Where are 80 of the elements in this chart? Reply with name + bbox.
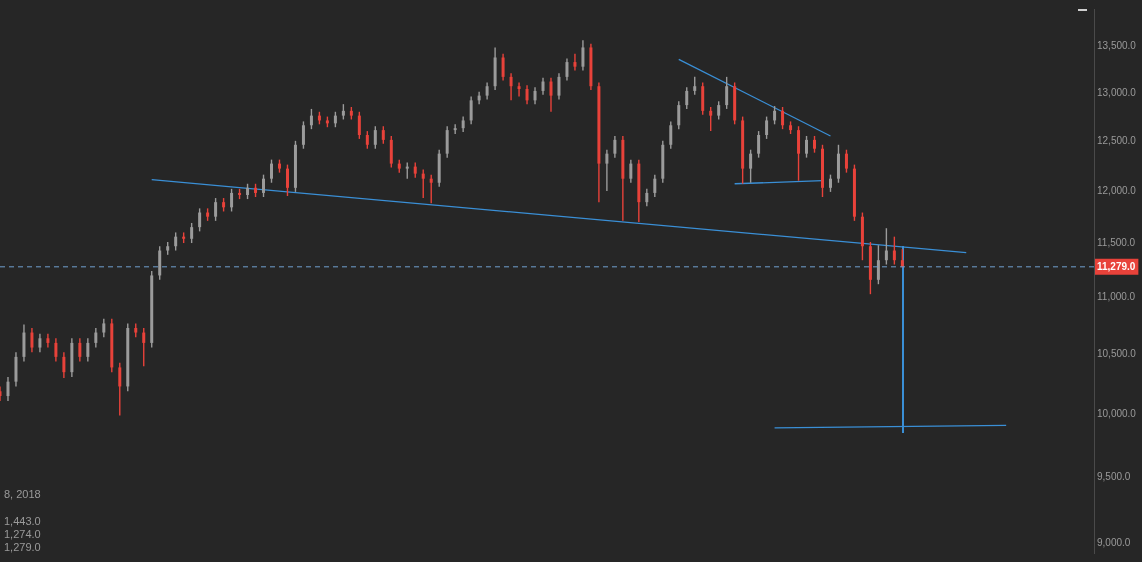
candlestick bbox=[262, 173, 266, 198]
candlestick bbox=[453, 123, 457, 135]
candlestick bbox=[813, 135, 817, 154]
candlestick bbox=[94, 327, 98, 349]
candlestick bbox=[725, 76, 729, 110]
y-tick-label: 13,000.0 bbox=[1097, 86, 1137, 98]
candlestick bbox=[198, 207, 202, 233]
annotation: 8, 2018 bbox=[4, 488, 41, 501]
candlestick bbox=[892, 235, 896, 266]
y-tick-label: 11,500.0 bbox=[1097, 236, 1136, 248]
candlestick bbox=[62, 351, 66, 379]
candlestick bbox=[86, 337, 90, 363]
y-tick-label: 10,000.0 bbox=[1097, 408, 1137, 420]
candlestick bbox=[118, 362, 122, 417]
candlestick bbox=[709, 106, 713, 132]
candlestick bbox=[884, 227, 888, 266]
annotation: 1,274.0 bbox=[4, 528, 41, 541]
candlestick bbox=[30, 327, 34, 353]
candlestick bbox=[389, 135, 393, 169]
y-tick-label: 11,000.0 bbox=[1097, 291, 1136, 303]
candlestick bbox=[285, 163, 289, 197]
candlestick bbox=[581, 39, 585, 72]
candlestick bbox=[277, 158, 281, 174]
candlestick bbox=[309, 108, 313, 130]
candlestick bbox=[773, 105, 777, 125]
y-tick-label: 9,000.0 bbox=[1097, 537, 1131, 549]
candlestick bbox=[421, 168, 425, 199]
y-tick-label: 9,500.0 bbox=[1097, 470, 1131, 482]
candlestick bbox=[357, 111, 361, 140]
candlestick bbox=[757, 130, 761, 159]
candlestick bbox=[501, 53, 505, 82]
annotation: 1,443.0 bbox=[4, 515, 41, 528]
candlestick bbox=[445, 125, 449, 159]
candlestick bbox=[270, 158, 273, 184]
candlestick bbox=[46, 332, 50, 349]
candlestick bbox=[557, 72, 561, 101]
candlestick bbox=[214, 197, 218, 222]
candlestick bbox=[301, 120, 305, 150]
candlestick bbox=[525, 84, 529, 105]
y-tick-label: 12,500.0 bbox=[1097, 134, 1137, 146]
candlestick bbox=[573, 53, 577, 72]
y-tick-label: 10,500.0 bbox=[1097, 348, 1137, 360]
candlestick bbox=[0, 385, 2, 402]
candlestick bbox=[373, 125, 377, 150]
candlestick bbox=[78, 337, 82, 363]
candlestick bbox=[677, 100, 681, 130]
candlestick bbox=[685, 86, 689, 110]
candlestick bbox=[102, 318, 106, 338]
candlestick bbox=[230, 188, 234, 213]
ref-line-label: 11,279.0 bbox=[1097, 260, 1136, 272]
candlestick bbox=[828, 173, 832, 193]
candlestick bbox=[717, 100, 721, 121]
candlestick bbox=[54, 337, 58, 363]
candlestick bbox=[629, 158, 633, 184]
candlestick bbox=[190, 222, 194, 244]
y-tick-label: 12,000.0 bbox=[1097, 184, 1137, 196]
candlestick bbox=[469, 95, 473, 125]
candlestick bbox=[876, 244, 880, 285]
candlestick bbox=[38, 332, 42, 353]
candlestick bbox=[781, 106, 785, 130]
candlestick bbox=[653, 173, 657, 198]
candlestick bbox=[174, 231, 178, 252]
candlestick bbox=[765, 115, 769, 140]
candlestick bbox=[605, 149, 609, 192]
candlestick bbox=[429, 173, 433, 204]
candlestick bbox=[142, 327, 146, 367]
candlestick bbox=[549, 77, 553, 113]
y-tick-label: 13,500.0 bbox=[1097, 40, 1137, 52]
candlestick bbox=[6, 376, 10, 402]
candlestick bbox=[844, 149, 848, 174]
candlestick bbox=[517, 81, 521, 98]
candlestick bbox=[805, 135, 809, 159]
candlestick bbox=[565, 57, 569, 82]
candlestick bbox=[749, 149, 753, 184]
candlestick bbox=[669, 120, 673, 150]
candlestick bbox=[613, 135, 617, 159]
annotation: 1,279.0 bbox=[4, 541, 41, 554]
candlestick bbox=[821, 144, 824, 198]
candlestick bbox=[509, 72, 513, 102]
candlestick bbox=[797, 125, 801, 182]
